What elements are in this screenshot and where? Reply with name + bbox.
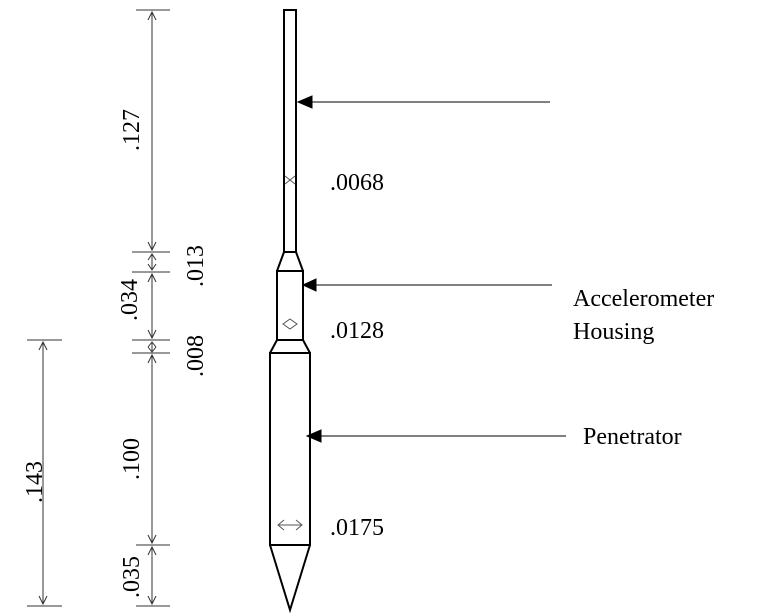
dim-tip-length: .035: [119, 556, 145, 598]
stem-diameter: .0068: [330, 170, 384, 196]
dim-stem-length: .127: [119, 109, 145, 151]
neck-taper-right: [295, 251, 304, 272]
stem-pointer-head: [296, 95, 313, 109]
housing-pointer-head: [301, 278, 317, 292]
shoulder-left: [269, 339, 278, 354]
dim-overall-length: .143: [22, 461, 48, 503]
diameter-markers: [277, 175, 303, 531]
stem-diameter-marker: [284, 175, 296, 185]
penetrator-diameter: .0175: [330, 515, 384, 541]
housing-label-line2: Housing: [573, 319, 654, 345]
penetrator-pointer-head: [305, 429, 322, 443]
penetrator-body: [269, 352, 311, 546]
neck-taper-left: [276, 251, 285, 272]
dim-body-length: .100: [119, 438, 145, 480]
part-outline: [269, 9, 311, 614]
housing-diameter: .0128: [330, 318, 384, 344]
penetrator-label: Penetrator: [583, 424, 682, 450]
diameter-values: .0068 .0128 .0175: [330, 170, 384, 541]
dim-shoulder-length: .008: [183, 335, 209, 377]
dim-housing-length: .034: [117, 279, 143, 321]
stem-shaft: [283, 9, 297, 253]
penetrator-tip: [269, 544, 311, 614]
pointer-arrows: [296, 95, 566, 443]
housing-label-line1: Accelerometer: [573, 286, 714, 312]
housing-diameter-marker: [282, 318, 298, 330]
overall-dimension: [27, 339, 62, 607]
dimension-values: .127 .013 .034 .008 .100 .035 .143: [22, 109, 209, 598]
dim-neck-taper-length: .013: [183, 245, 209, 287]
component-labels: Accelerometer Housing Penetrator: [573, 286, 714, 450]
accelerometer-housing: [276, 270, 304, 341]
dimension-lines: [132, 9, 170, 607]
shoulder-right: [302, 339, 311, 354]
penetrator-diameter-marker: [277, 519, 303, 531]
